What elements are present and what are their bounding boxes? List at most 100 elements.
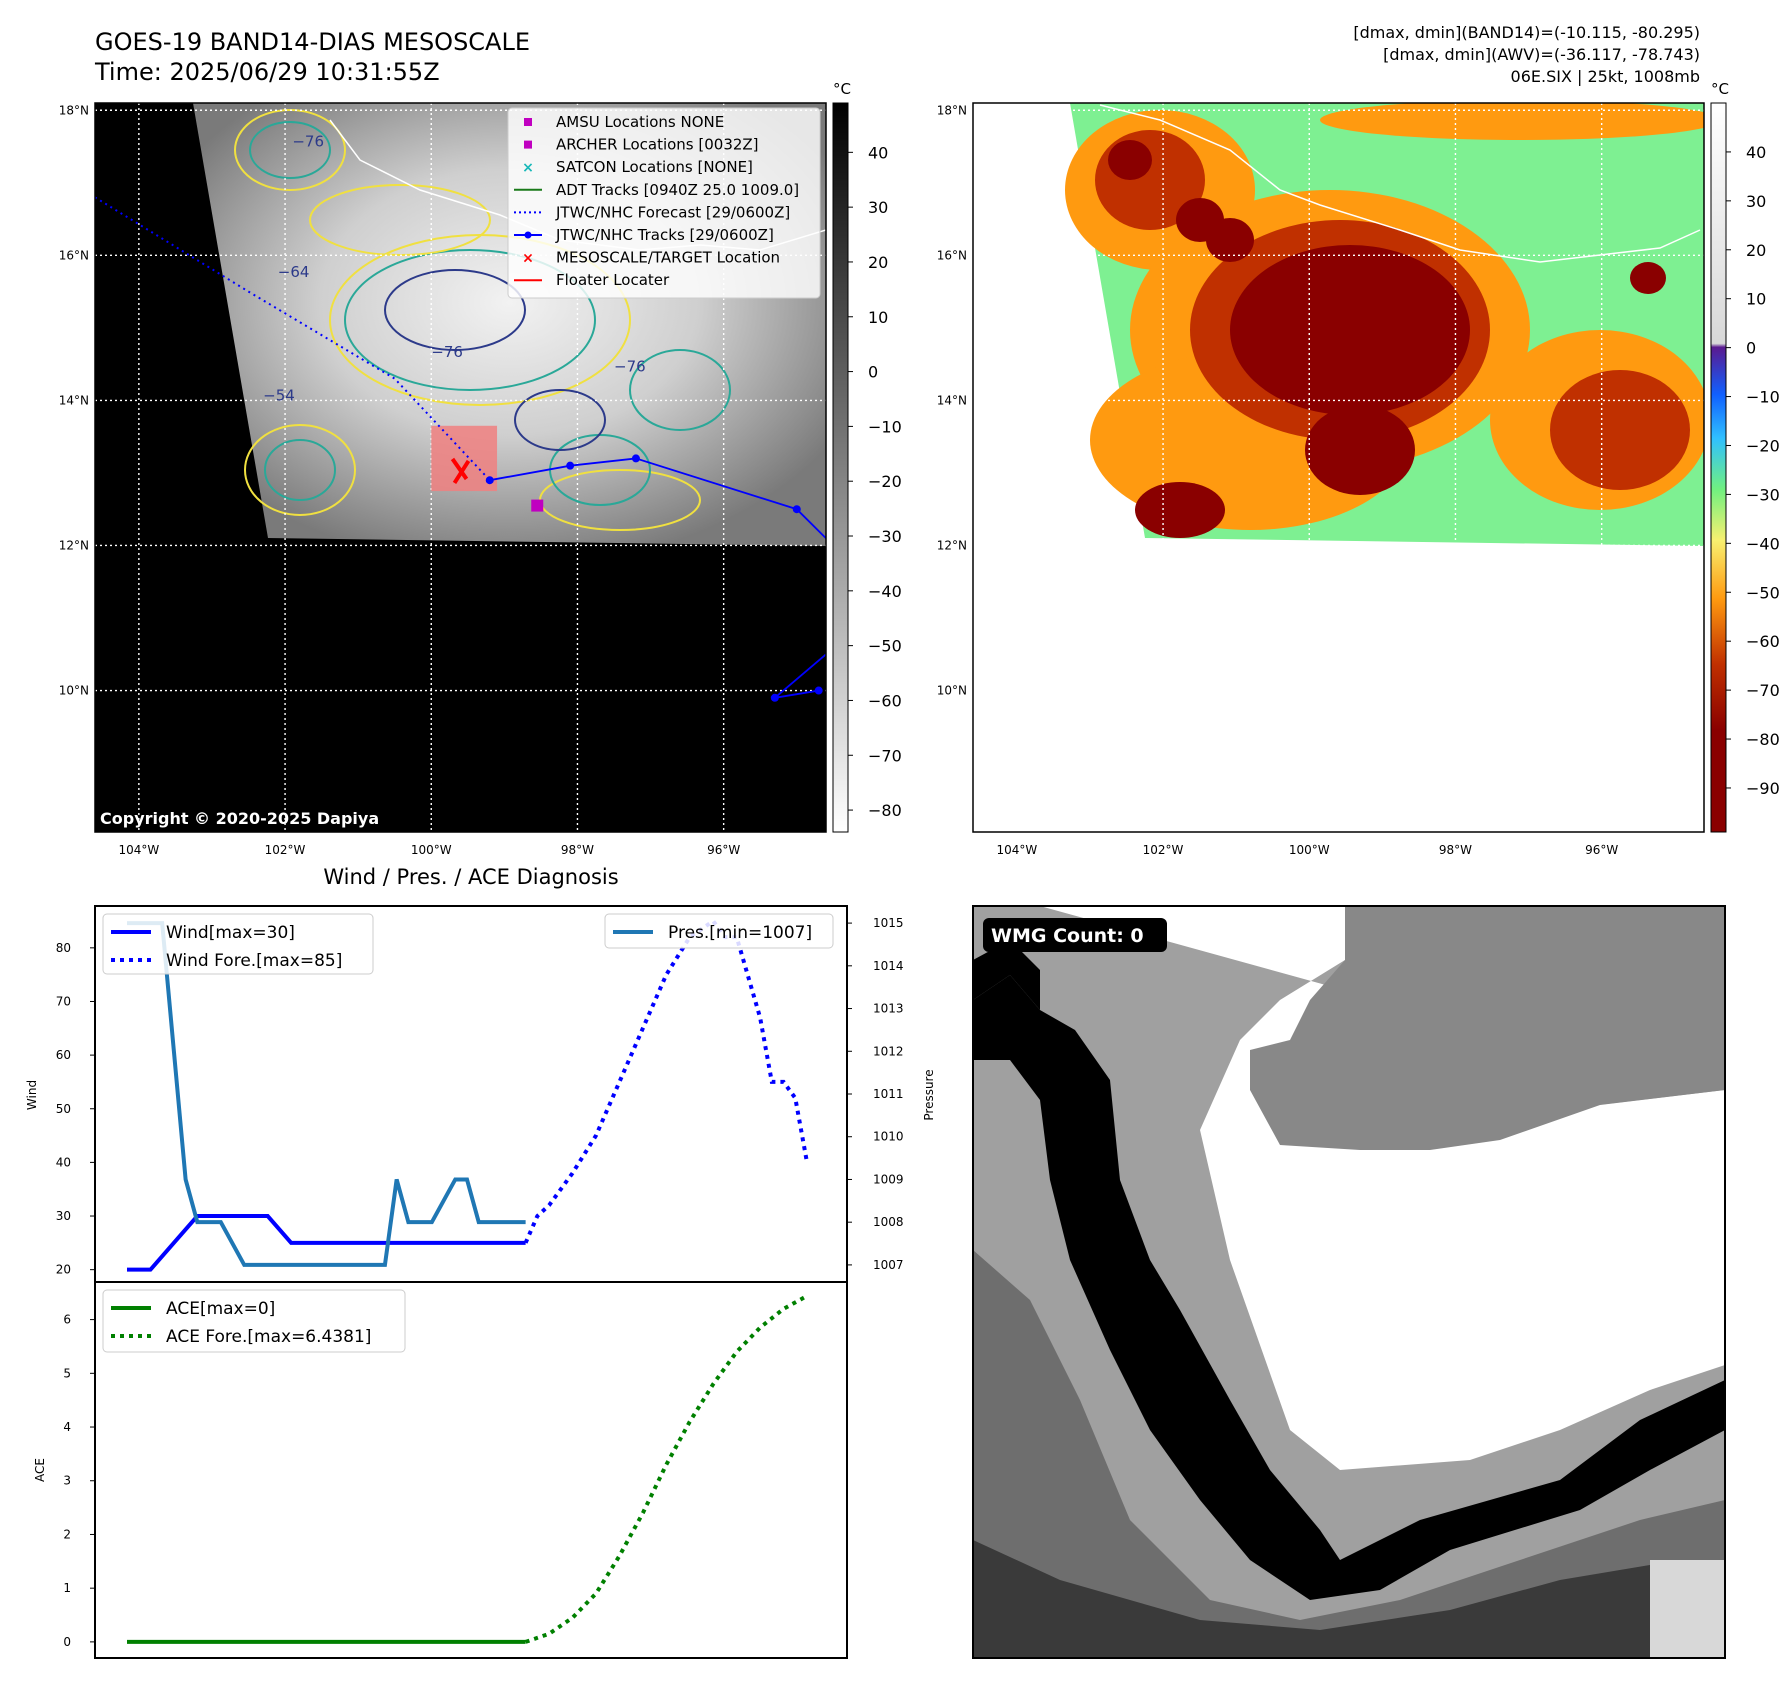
ace-y-tick-label: 5 [63,1366,71,1380]
pressure-y-tick-label: 1008 [873,1215,904,1229]
colorbar-tick-label: 10 [1746,290,1766,309]
legend-marker-dot [524,231,532,239]
legend-marker-square [524,140,532,149]
ir-lon-label: 98°W [561,843,594,857]
wind-y-tick-label: 50 [56,1102,71,1116]
awv-lon-label: 98°W [1439,843,1472,857]
contour-label: −76 [292,133,324,151]
awv-lon-label: 100°W [1289,843,1330,857]
track-point [566,461,575,470]
wind-y-tick-label: 70 [56,994,71,1008]
colorbar-tick-label: 20 [1746,241,1766,260]
colorbar-tick-label: 30 [868,198,888,217]
track-point [814,686,823,695]
pressure-y-tick-label: 1013 [873,1002,904,1016]
wmg-count-badge [983,918,1167,952]
band14-range-text: [dmax, dmin](BAND14)=(-10.115, -80.295) [1353,23,1700,42]
colorbar-tick-label: −80 [868,801,902,820]
ace-y-tick-label: 4 [63,1420,71,1434]
colorbar-tick-label: 20 [868,253,888,272]
ace-y-tick-label: 3 [63,1474,71,1488]
colorbar-tick-label: −80 [1746,730,1780,749]
legend-entry-label: JTWC/NHC Tracks [29/0600Z] [555,226,774,244]
wmg-ring-outer-black [973,940,1040,1010]
colorbar-tick-label: −30 [868,527,902,546]
best-track-tail [774,653,826,699]
pressure-y-tick-label: 1009 [873,1172,904,1186]
colorbar-tick-label: −60 [1746,632,1780,651]
pressure-y-tick-label: 1007 [873,1258,904,1272]
track-point [631,454,640,463]
awv-coastline [1099,104,1701,263]
legend-entry-label: AMSU Locations NONE [556,113,724,131]
ir-lon-label: 100°W [411,843,452,857]
contour-label: −54 [263,386,295,404]
colorbar-tick-label: 0 [1746,339,1756,358]
ir-lon-label: 102°W [265,843,306,857]
wind-y-tick-label: 30 [56,1209,71,1223]
pressure-y-tick-label: 1015 [873,916,904,930]
ace-legend-box [102,1289,406,1353]
ace-legend-label: ACE[max=0] [166,1299,275,1319]
legend-marker-x: × [522,160,534,176]
ace-legend-label: ACE Fore.[max=6.4381] [166,1327,371,1347]
figure-time: Time: 2025/06/29 10:31:55Z [94,58,440,86]
wmg-region-dark [973,1540,1725,1658]
contour-label: −76 [614,357,646,375]
wind-legend-label: Wind Fore.[max=85] [166,951,342,971]
legend-entry-label: ADT Tracks [0940Z 25.0 1009.0] [556,181,799,199]
ir-lon-label: 104°W [118,843,159,857]
track-point [770,693,779,702]
colorbar-tick-label: 0 [868,363,878,382]
contour-label: −64 [278,263,310,281]
pressure-axis-label: Pressure [922,1069,936,1120]
colorbar-tick-label: −70 [1746,681,1780,700]
ir-lat-label: 12°N [59,538,89,552]
awv-lat-label: 16°N [937,248,967,262]
wmg-corner-light [1650,1560,1725,1658]
wind-y-tick-label: 40 [56,1155,71,1169]
legend-entry-label: ARCHER Locations [0032Z] [556,136,759,154]
pressure-y-tick-label: 1014 [873,959,904,973]
pressure-series-line [127,921,526,1267]
colorbar-tick-label: −50 [868,637,902,656]
wmg-count-label: WMG Count: 0 [991,925,1144,947]
awv-lat-label: 10°N [937,684,967,698]
awv-lat-label: 14°N [937,393,967,407]
wmg-panel: WMG Count: 0 [972,905,1726,1659]
ace-y-tick-label: 2 [63,1527,71,1541]
awv-lon-label: 96°W [1585,843,1618,857]
colorbar-tick-label: 30 [1746,192,1766,211]
wind-y-tick-label: 80 [56,941,71,955]
best-track-tail [774,689,819,699]
wind-y-tick-label: 20 [56,1263,71,1277]
ace-chart: 0 1 2 3 4 5 6 ACE[max=0] ACE Fore.[max=6.4381] [63,1281,848,1659]
colorbar-tick-label: 40 [868,143,888,162]
wind-legend-box [102,913,374,975]
ir-lat-label: 10°N [59,684,89,698]
colorbar-tick-label: −40 [868,582,902,601]
wind-pressure-chart: 20 30 40 50 60 70 80 1007 1008 1009 1010 1011 1012 10… [56,905,904,1283]
wmg-ring-black [973,975,1725,1600]
colorbar-tick-label: −10 [1746,388,1780,407]
awv-lat-label: 12°N [937,538,967,552]
colorbar-tick-label: −90 [1746,779,1780,798]
ace-axis-label: ACE [33,1458,47,1482]
legend-entry-label: Floater Locater [556,271,670,289]
wind-legend-label: Wind[max=30] [166,923,295,943]
colorbar-tick-label: −60 [868,691,902,710]
ir-lat-label: 14°N [59,393,89,407]
colorbar-tick-label: −70 [868,746,902,765]
ir-colorbar-unit: °C [833,80,851,98]
wind-y-tick-label: 60 [56,1048,71,1062]
legend-marker-square [524,118,532,126]
track-point [485,476,494,485]
colorbar-tick-label: 10 [868,308,888,327]
pressure-legend-box [604,913,834,949]
awv-lon-label: 102°W [1143,843,1184,857]
awv-colorbar: °C 40 30 20 10 0 −10 −20 −30 −40 −50 −60 −70 −80 −90 [1710,80,1780,833]
colorbar-tick-label: −40 [1746,534,1780,553]
wind-series-line [127,1214,526,1272]
awv-lon-label: 104°W [996,843,1037,857]
